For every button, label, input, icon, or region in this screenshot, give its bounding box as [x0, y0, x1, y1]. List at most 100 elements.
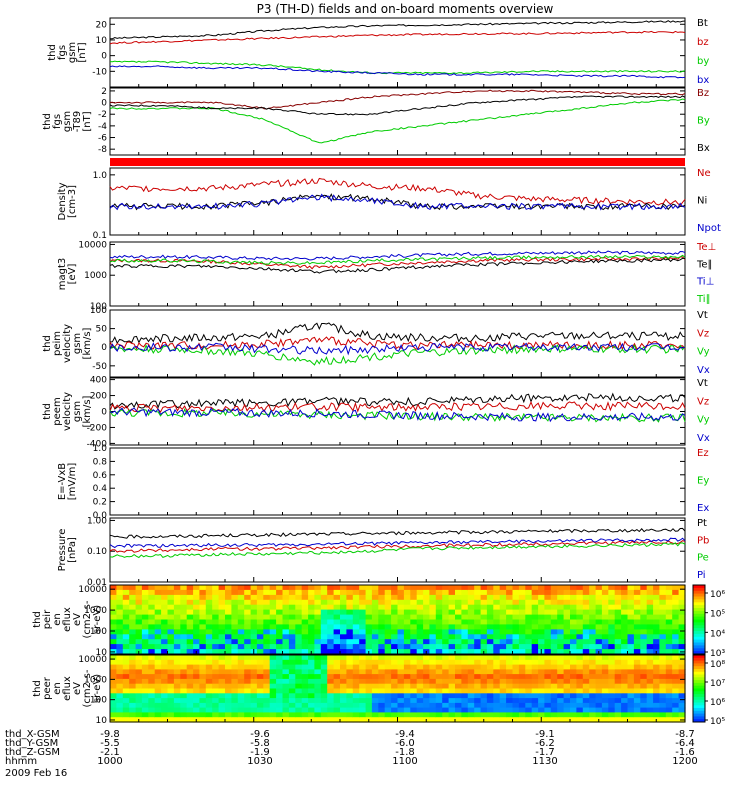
colorbar-step: [693, 691, 705, 695]
heat-cell: [435, 629, 443, 635]
heat-cell: [199, 624, 207, 630]
heat-cell: [231, 614, 239, 621]
heat-cell: [403, 678, 411, 685]
heat-cell: [486, 599, 494, 606]
heat-cell: [627, 669, 635, 675]
heat-cell: [640, 693, 648, 699]
heat-cell: [327, 604, 335, 611]
heat-cell: [678, 599, 686, 606]
heat-cell: [333, 629, 341, 635]
heat-cell: [333, 604, 341, 611]
heat-cell: [614, 619, 622, 625]
heat-cell: [129, 634, 137, 640]
heat-cell: [480, 609, 488, 616]
heat-cell: [659, 693, 667, 699]
heat-cell: [665, 712, 673, 718]
heat-cell: [129, 624, 137, 630]
heat-cell: [570, 629, 577, 635]
heat-cell: [135, 599, 143, 606]
heat-cell: [193, 683, 201, 690]
heat-cell: [499, 624, 507, 630]
heat-cell: [346, 614, 354, 621]
heat-cell: [589, 594, 597, 601]
heat-cell: [486, 619, 494, 625]
heat-cell: [410, 634, 418, 640]
heat-cell: [448, 639, 456, 645]
series-temp-1: [109, 257, 686, 274]
heat-cell: [531, 669, 539, 675]
heat-cell: [640, 614, 648, 621]
heat-cell: [340, 698, 347, 704]
heat-cell: [608, 614, 616, 621]
heat-cell: [340, 649, 347, 655]
heat-cell: [646, 698, 654, 704]
heat-cell: [480, 707, 488, 713]
heat-cell: [608, 655, 616, 661]
heat-cell: [570, 585, 577, 591]
heat-cell: [148, 585, 156, 591]
heat-cell: [557, 683, 565, 690]
heat-cell: [359, 702, 367, 709]
heat-cell: [531, 634, 539, 640]
heat-cell: [665, 619, 673, 625]
heat-cell: [640, 629, 648, 635]
heat-cell: [518, 589, 526, 596]
heat-cell: [563, 702, 571, 709]
heat-cell: [486, 629, 494, 635]
heat-cell: [576, 644, 584, 650]
heat-cell: [570, 644, 577, 650]
heat-cell: [269, 644, 277, 650]
heat-cell: [333, 717, 341, 723]
heat-cell: [346, 624, 354, 630]
heat-cell: [601, 669, 609, 675]
heat-cell: [448, 674, 456, 680]
heat-cell: [582, 599, 590, 606]
heat-cell: [499, 698, 507, 704]
heat-cell: [276, 649, 284, 655]
heat-cell: [512, 702, 520, 709]
heat-cell: [250, 629, 258, 635]
heat-cell: [250, 683, 258, 690]
heat-cell: [474, 693, 482, 699]
heat-cell: [110, 678, 117, 685]
heat-cell: [154, 693, 162, 699]
heat-cell: [621, 712, 629, 718]
heat-cell: [308, 693, 316, 699]
heat-cell: [576, 717, 584, 723]
heat-cell: [359, 614, 367, 621]
heat-cell: [333, 712, 341, 718]
heat-cell: [378, 639, 386, 645]
heat-cell: [301, 585, 309, 591]
heat-cell: [218, 717, 226, 723]
heat-cell: [525, 609, 533, 616]
heat-cell: [141, 674, 149, 680]
heat-cell: [218, 669, 226, 675]
heat-cell: [212, 664, 220, 670]
heat-cell: [595, 609, 603, 616]
heat-cell: [282, 669, 290, 675]
heat-cell: [225, 599, 232, 606]
heat-cell: [244, 717, 252, 723]
heat-cell: [173, 693, 181, 699]
heat-cell: [512, 683, 520, 690]
heat-cell: [640, 604, 648, 611]
heat-cell: [557, 717, 565, 723]
heat-cell: [595, 599, 603, 606]
heat-cell: [525, 688, 533, 694]
heat-cell: [582, 609, 590, 616]
heat-cell: [122, 639, 130, 645]
heat-cell: [295, 678, 303, 685]
heat-cell: [122, 693, 130, 699]
heat-cell: [621, 717, 629, 723]
heat-cell: [295, 629, 303, 635]
heat-cell: [269, 619, 277, 625]
heat-cell: [563, 683, 571, 690]
heat-cell: [493, 639, 501, 645]
x-axis-value: 1200: [672, 756, 697, 767]
heat-cell: [384, 717, 392, 723]
heat-cell: [397, 639, 405, 645]
heat-cell: [116, 609, 124, 616]
heat-cell: [410, 693, 418, 699]
heat-cell: [141, 639, 149, 645]
heat-cell: [518, 693, 526, 699]
